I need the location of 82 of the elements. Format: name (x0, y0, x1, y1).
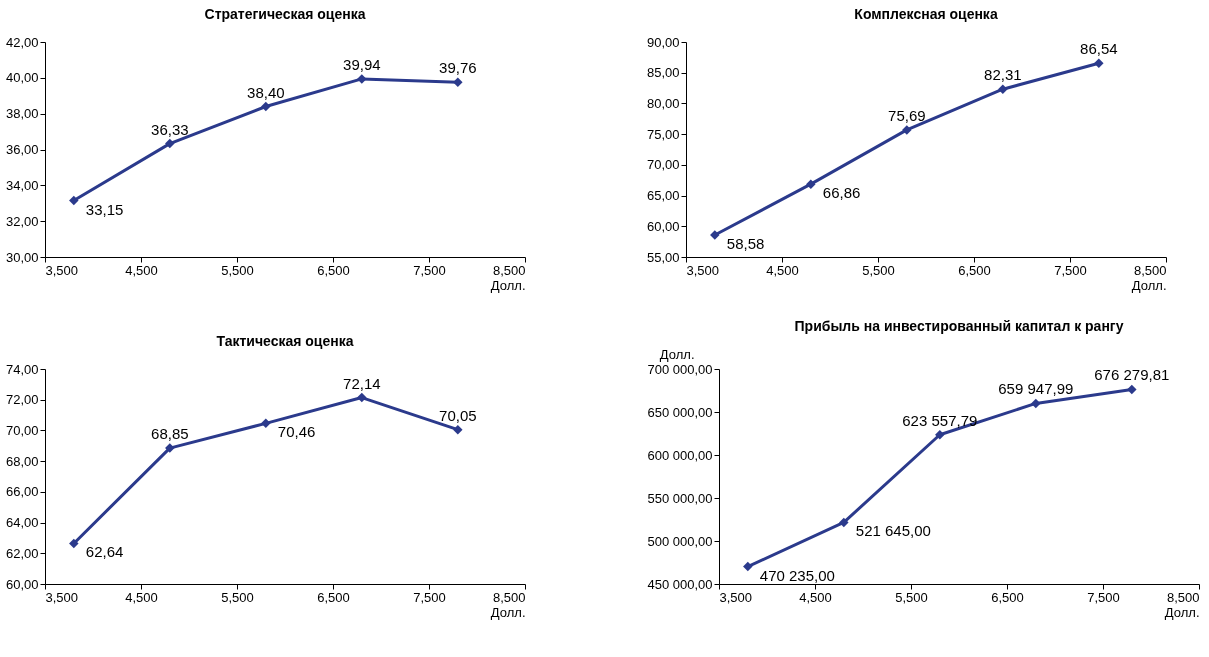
data-label: 36,33 (151, 120, 189, 138)
y-tick-label: 550 000,00 (647, 490, 713, 506)
y-tick-label: 34,00 (5, 177, 39, 193)
x-tick-label: 3,500 (45, 262, 79, 278)
y-tick-label: 70,00 (5, 422, 39, 438)
x-tick-label: 6,500 (317, 262, 350, 278)
y-tick-label: 42,00 (5, 34, 39, 50)
x-tick-label: 3,500 (719, 589, 753, 605)
x-tick-label: 4,500 (125, 262, 158, 278)
data-label: 70,05 (439, 406, 477, 424)
data-label: 75,69 (888, 106, 926, 124)
y-tick-label: 60,00 (5, 576, 39, 592)
y-tick-label: 450 000,00 (647, 576, 713, 592)
y-tick-label: 74,00 (5, 361, 39, 377)
x-axis-title: Долл. (490, 604, 526, 620)
x-tick-label: 7,500 (1087, 589, 1120, 605)
data-label: 62,64 (85, 543, 124, 561)
y-tick-label: 36,00 (5, 142, 39, 157)
x-tick-label: 7,500 (413, 262, 446, 278)
y-tick-label: 70,00 (646, 157, 680, 173)
data-label: 70,46 (277, 423, 316, 441)
x-tick-label: 8,500 (492, 262, 526, 278)
data-label: 623 557,79 (902, 411, 978, 429)
y-tick-label: 60,00 (646, 218, 680, 234)
y-tick-label: 55,00 (646, 249, 680, 265)
x-tick-label: 5,500 (895, 589, 928, 605)
y-tick-label: 80,00 (646, 95, 680, 111)
data-label: 38,40 (247, 83, 285, 101)
x-tick-label: 4,500 (766, 262, 799, 278)
data-label: 33,15 (85, 200, 124, 218)
data-label: 659 947,99 (998, 380, 1074, 398)
x-tick-label: 4,500 (125, 589, 158, 605)
data-label: 39,94 (343, 55, 381, 73)
y-axis-title: Долл. (659, 346, 695, 362)
data-label: 82,31 (984, 66, 1022, 84)
x-axis-title: Долл. (1131, 277, 1167, 293)
x-tick-label: 7,500 (1054, 262, 1087, 278)
data-label: 521 645,00 (855, 522, 931, 540)
y-tick-label: 85,00 (646, 65, 680, 81)
x-tick-label: 6,500 (958, 262, 991, 278)
data-label: 470 235,00 (759, 566, 835, 584)
x-tick-label: 4,500 (799, 589, 832, 605)
chart-title: Комплексная оценка (854, 6, 998, 22)
y-tick-label: 600 000,00 (647, 447, 713, 463)
chart-title: Стратегическая оценка (204, 6, 366, 22)
x-tick-label: 6,500 (991, 589, 1024, 605)
y-tick-label: 38,00 (5, 106, 39, 122)
y-tick-label: 68,00 (5, 453, 39, 469)
y-tick-label: 500 000,00 (647, 533, 713, 549)
y-tick-label: 72,00 (5, 392, 39, 408)
chart-title: Тактическая оценка (216, 333, 354, 349)
x-tick-label: 5,500 (221, 589, 254, 605)
chart-title: Прибыль на инвестированный капитал к рангу (794, 318, 1124, 334)
x-tick-label: 8,500 (492, 589, 526, 605)
y-tick-label: 75,00 (646, 126, 680, 142)
data-label: 72,14 (343, 374, 381, 392)
y-tick-label: 90,00 (646, 34, 680, 50)
x-tick-label: 8,500 (1133, 262, 1167, 278)
x-tick-label: 5,500 (221, 262, 254, 278)
x-axis-title: Долл. (1164, 604, 1200, 620)
x-axis-title: Долл. (490, 277, 526, 293)
x-tick-label: 8,500 (1166, 589, 1200, 605)
y-tick-label: 32,00 (5, 213, 39, 229)
data-label: 86,54 (1080, 40, 1118, 58)
y-tick-label: 700 000,00 (647, 361, 713, 377)
x-tick-label: 7,500 (413, 589, 446, 605)
data-label: 676 279,81 (1094, 366, 1170, 384)
data-label: 66,86 (822, 184, 861, 202)
y-tick-label: 66,00 (5, 484, 39, 500)
data-label: 68,85 (151, 425, 189, 443)
data-label: 39,76 (439, 59, 477, 77)
x-tick-label: 5,500 (862, 262, 895, 278)
y-tick-label: 650 000,00 (647, 404, 713, 420)
y-tick-label: 30,00 (5, 249, 39, 265)
y-tick-label: 40,00 (5, 70, 39, 86)
y-tick-label: 65,00 (646, 188, 680, 204)
y-tick-label: 62,00 (5, 545, 39, 561)
x-tick-label: 3,500 (45, 589, 79, 605)
y-tick-label: 64,00 (5, 515, 39, 531)
x-tick-label: 3,500 (686, 262, 720, 278)
x-tick-label: 6,500 (317, 589, 350, 605)
data-label: 58,58 (726, 235, 765, 253)
